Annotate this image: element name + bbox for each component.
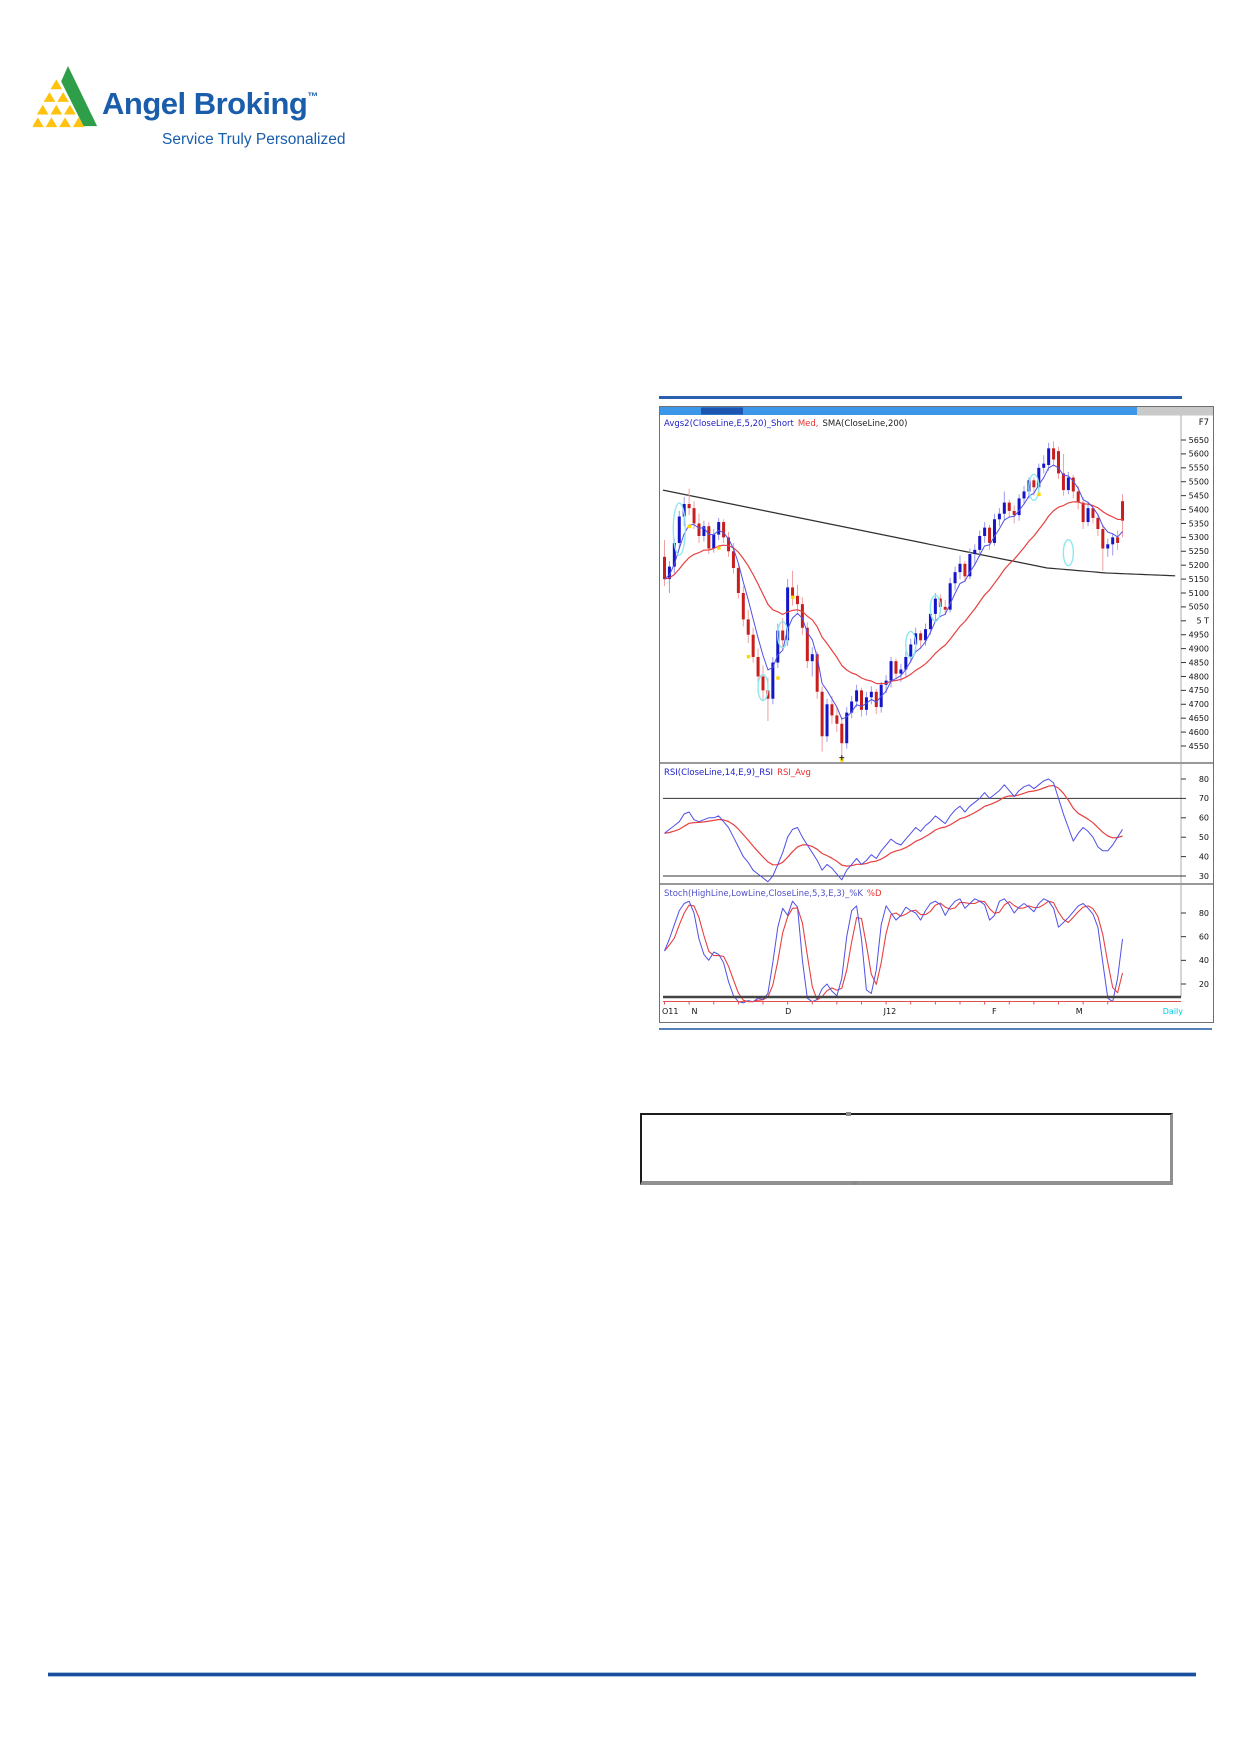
stoch-axis-label: 80	[1199, 909, 1209, 918]
logo-yellow-pyramid	[33, 79, 85, 128]
rsi-axis-label: 30	[1199, 872, 1209, 881]
technical-chart-window: Avgs2(CloseLine,E,5,20)_Short Med, SMA(Clo…	[659, 406, 1214, 1023]
med-ma-line	[664, 501, 1123, 685]
cyan-highlight-ellipse	[905, 630, 917, 659]
price-axis-label: 4750	[1189, 686, 1209, 695]
price-axis-label: 5650	[1189, 436, 1209, 445]
rsi-axis-label: 50	[1199, 833, 1209, 842]
short-ma-line	[664, 464, 1123, 720]
stoch-panel-header: Stoch(HighLine,LowLine,CloseLine,5,3,E,3…	[664, 889, 882, 899]
stoch-axis-label: 20	[1199, 980, 1209, 989]
rsi-axis-label: 80	[1199, 775, 1209, 784]
window-title-bar	[660, 407, 1213, 415]
price-axis-label: 5550	[1189, 464, 1209, 473]
price-axis-label: 5150	[1189, 575, 1209, 584]
stoch-axis-label: 60	[1199, 932, 1209, 941]
month-axis-label: J12	[883, 1007, 897, 1016]
price-axis-label: 4550	[1189, 742, 1209, 751]
price-axis-label: 4600	[1189, 728, 1209, 737]
brand-name: Angel Broking™	[102, 86, 318, 122]
price-axis-label: 5300	[1189, 533, 1209, 542]
rsi-axis-label: 70	[1199, 794, 1209, 803]
cyan-highlight-ellipse	[776, 621, 789, 649]
rsi-avg-line	[664, 784, 1123, 867]
price-axis-label: 4950	[1189, 631, 1209, 640]
box-top-notch	[846, 1112, 851, 1116]
trademark-symbol: ™	[307, 91, 318, 103]
yellow-swing-marker	[1037, 492, 1041, 497]
corner-key-label: F7	[1199, 418, 1209, 428]
stoch-axis-label: 40	[1199, 956, 1209, 965]
brand-text: Angel Broking	[102, 86, 308, 121]
title-bar-caption	[701, 407, 743, 415]
candles-layer	[663, 441, 1125, 759]
month-axis-label: N	[692, 1007, 698, 1016]
cyan-highlight-ellipse	[929, 594, 942, 622]
month-axis-label: O11	[662, 1007, 678, 1016]
cyan-highlight-ellipse	[1062, 538, 1075, 567]
price-axis-label: 5 T	[1196, 617, 1209, 626]
chart-top-rule	[659, 396, 1182, 399]
logo-green-band	[61, 65, 98, 127]
price-axis-label: 4700	[1189, 700, 1209, 709]
price-panel-header: Avgs2(CloseLine,E,5,20)_Short Med, SMA(Clo…	[664, 419, 908, 429]
price-axis-label: 4850	[1189, 658, 1209, 667]
price-axis-label: 5400	[1189, 505, 1209, 514]
stoch-k-line	[664, 898, 1123, 1004]
rsi-axis-label: 60	[1199, 814, 1209, 823]
price-axis-label: 4650	[1189, 714, 1209, 723]
price-axis-label: 4900	[1189, 644, 1209, 653]
month-axis-label: F	[992, 1007, 997, 1016]
price-axis-label: 5250	[1189, 547, 1209, 556]
price-axis-label: 5100	[1189, 589, 1209, 598]
chart-bottom-rule	[659, 1028, 1212, 1030]
cyan-highlight-ellipse	[1028, 473, 1040, 501]
price-axis-label: 5500	[1189, 478, 1209, 487]
angel-broking-logo-icon	[33, 65, 98, 128]
price-axis-label: 5600	[1189, 450, 1209, 459]
price-axis-label: 4800	[1189, 672, 1209, 681]
sma200-line	[662, 489, 1176, 577]
price-axis-label: 5200	[1189, 561, 1209, 570]
periodicity-label: Daily	[1163, 1007, 1184, 1016]
yellow-swing-marker	[791, 595, 795, 600]
cyan-highlight-ellipse	[672, 502, 686, 556]
yellow-swing-marker	[687, 524, 692, 529]
brand-tagline: Service Truly Personalized	[162, 131, 346, 148]
rsi-line	[664, 778, 1123, 883]
empty-note-box	[640, 1112, 1173, 1185]
yellow-swing-marker	[717, 546, 721, 550]
footer-rule	[48, 1672, 1196, 1677]
price-axis-label: 5050	[1189, 603, 1209, 612]
yellow-swing-marker	[746, 654, 751, 659]
rsi-axis-label: 40	[1199, 852, 1209, 861]
yellow-swing-marker	[776, 676, 780, 680]
title-bar-controls	[1137, 407, 1213, 416]
month-axis-label: D	[785, 1007, 791, 1016]
price-axis-label: 5450	[1189, 491, 1209, 500]
month-axis-label: M	[1076, 1007, 1083, 1016]
box-bottom-notch	[852, 1181, 857, 1185]
cyan-highlight-ellipse	[757, 673, 769, 702]
rsi-panel-header: RSI(CloseLine,14,E,9)_RSI RSI_Avg	[664, 768, 811, 778]
price-axis-label: 5350	[1189, 519, 1209, 528]
